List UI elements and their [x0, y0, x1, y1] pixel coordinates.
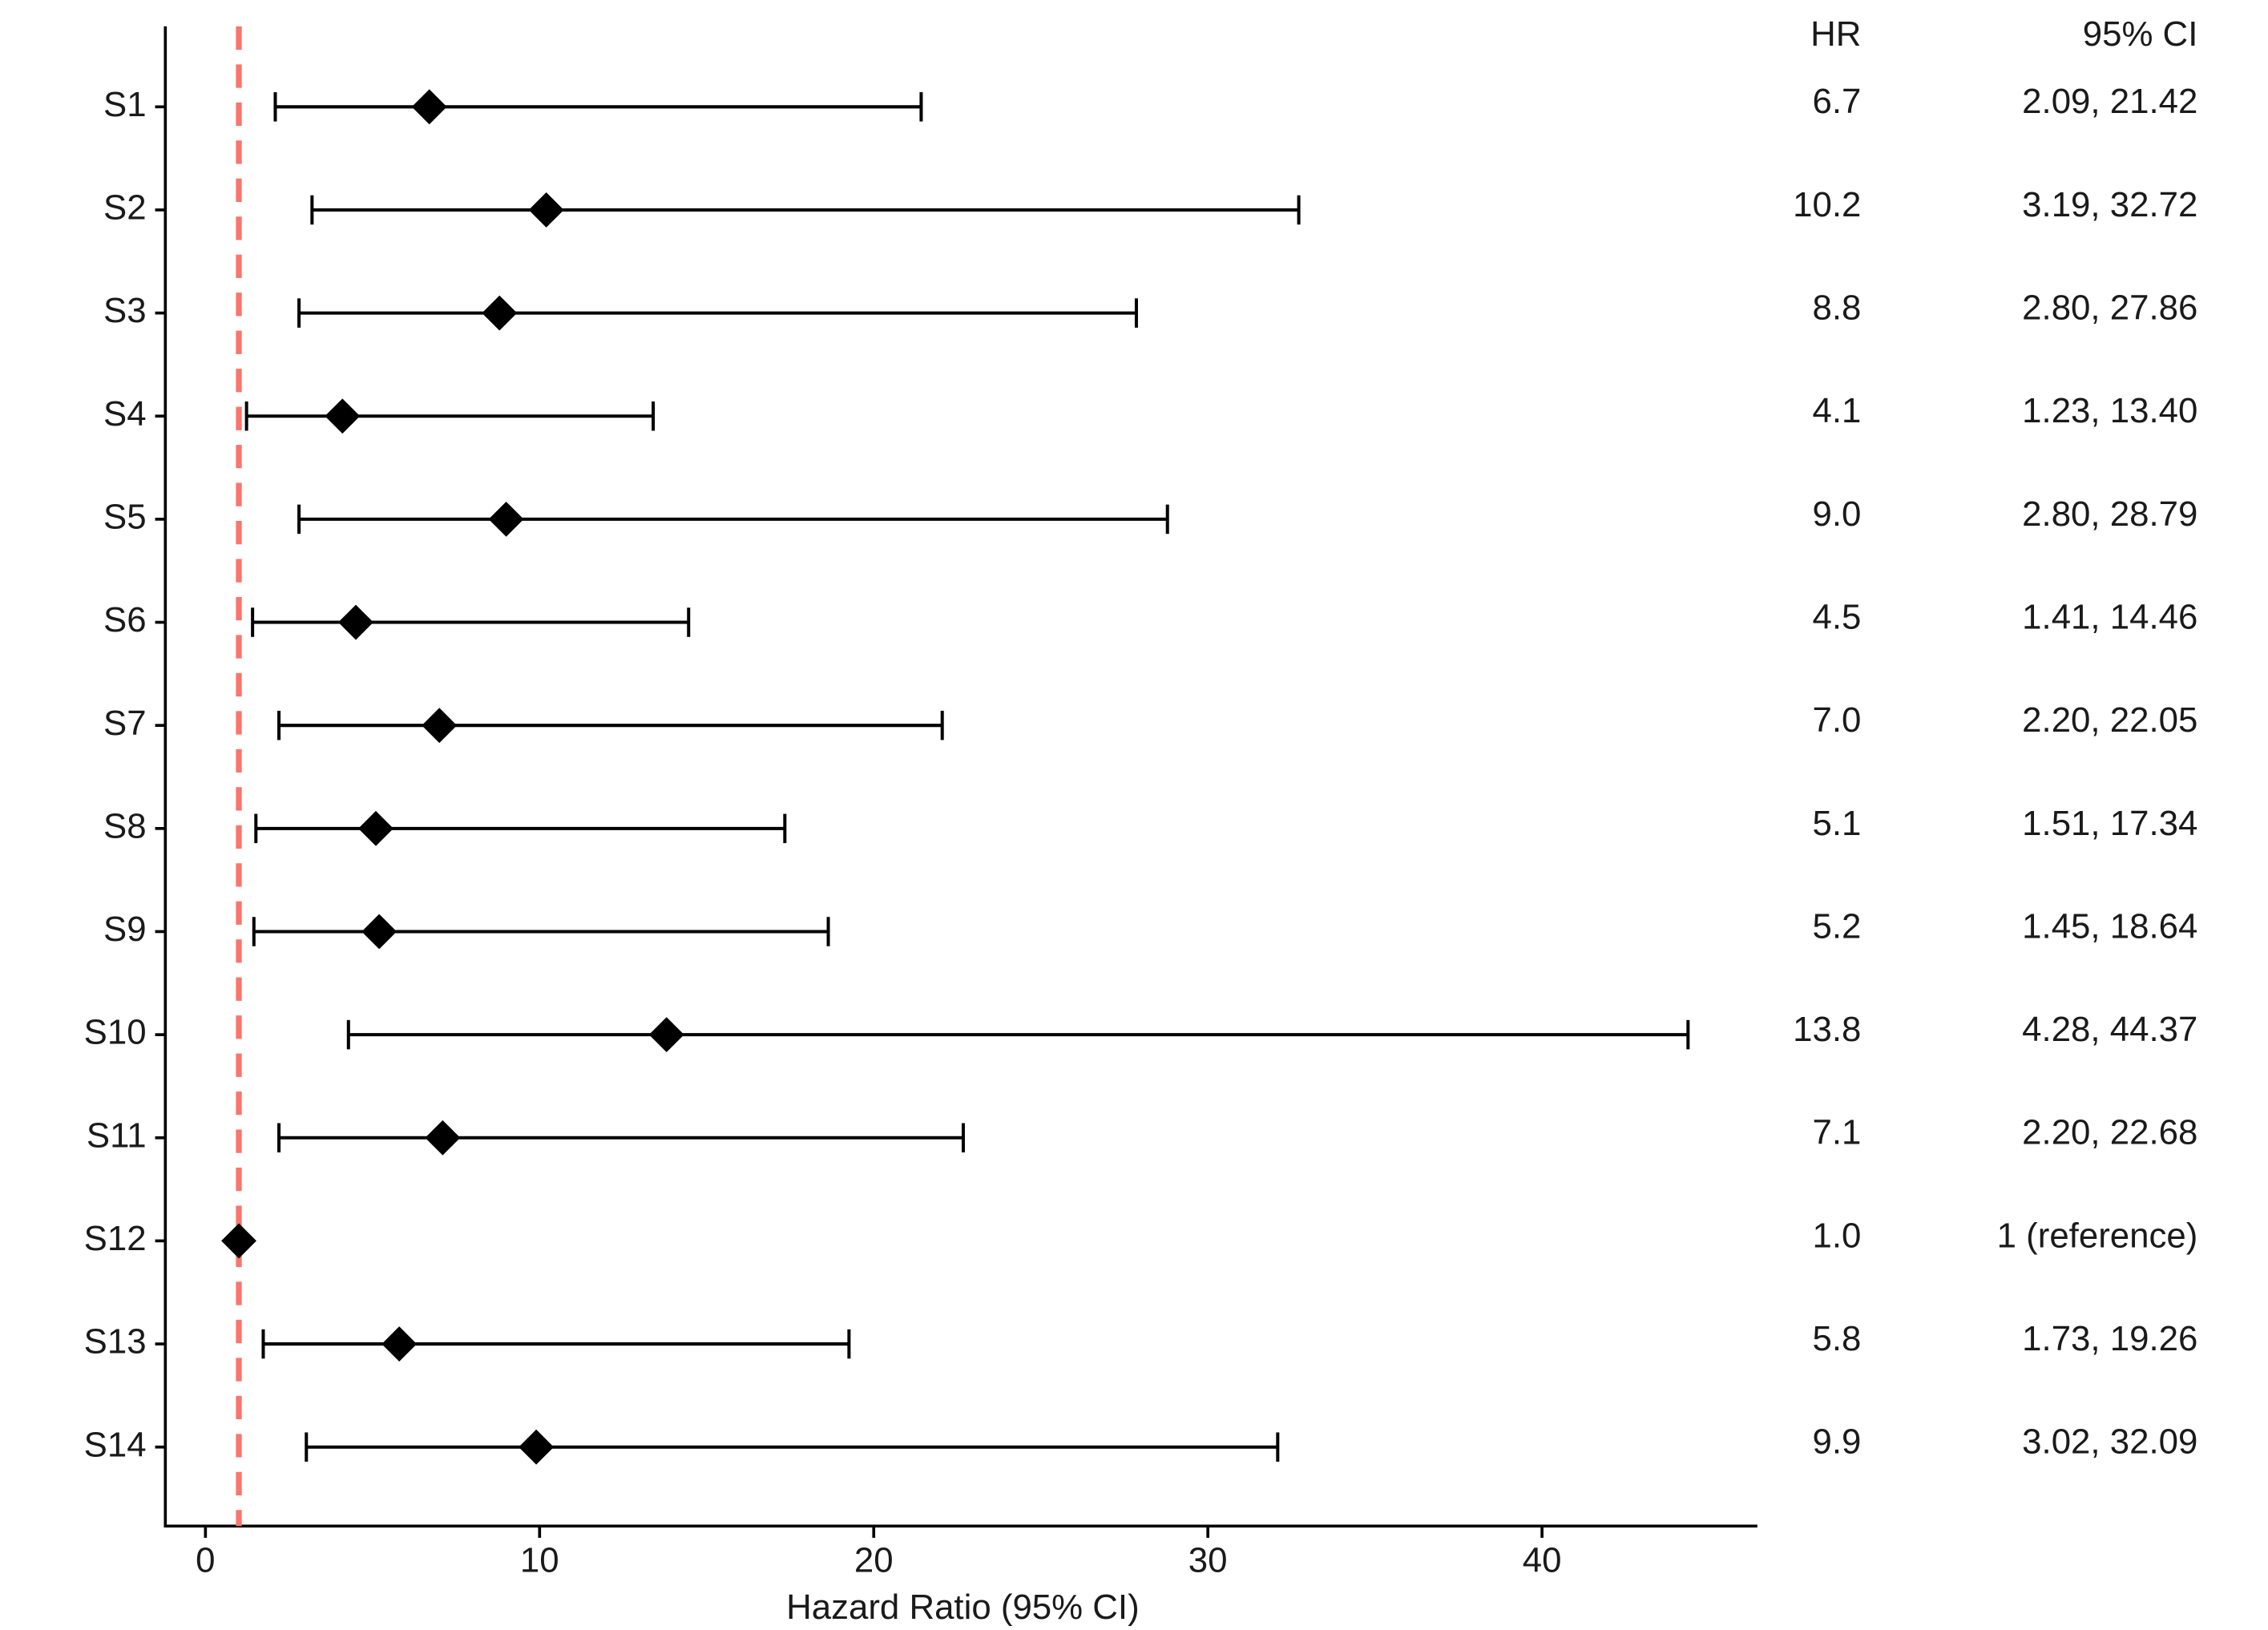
y-tick-label: S1: [103, 85, 147, 124]
ci-label: 3.02, 32.09: [2022, 1422, 2197, 1462]
y-tick-label: S9: [103, 910, 147, 949]
hr-point: [358, 810, 393, 846]
hr-label: 7.1: [1813, 1113, 1862, 1152]
hr-label: 9.0: [1813, 494, 1862, 534]
hr-point: [519, 1429, 555, 1465]
y-tick-label: S11: [87, 1116, 147, 1155]
hr-point: [381, 1326, 418, 1362]
hr-label: 10.2: [1793, 185, 1861, 224]
ci-label: 2.20, 22.05: [2022, 700, 2197, 740]
hr-point: [361, 914, 398, 950]
ci-label: 1.23, 13.40: [2022, 391, 2197, 430]
hr-label: 4.1: [1813, 391, 1862, 430]
hr-point: [422, 708, 458, 744]
y-tick-label: S3: [103, 291, 147, 330]
ci-label: 1 (reference): [1997, 1216, 2198, 1255]
x-tick-label: 20: [854, 1541, 894, 1580]
y-tick-label: S8: [103, 806, 147, 845]
x-tick-label: 30: [1188, 1541, 1228, 1580]
ci-label: 1.45, 18.64: [2022, 906, 2197, 946]
hr-label: 8.8: [1813, 288, 1862, 328]
ci-label: 1.73, 19.26: [2022, 1319, 2197, 1358]
y-tick-label: S7: [103, 704, 147, 743]
ci-label: 2.20, 22.68: [2022, 1113, 2197, 1152]
header-ci: 95% CI: [2083, 14, 2198, 54]
x-tick-label: 0: [196, 1541, 215, 1580]
ci-label: 2.80, 28.79: [2022, 494, 2197, 534]
hr-label: 5.1: [1813, 804, 1862, 843]
ci-label: 1.41, 14.46: [2022, 597, 2197, 636]
y-tick-label: S2: [103, 188, 147, 228]
hr-point: [338, 604, 373, 640]
ci-label: 2.80, 27.86: [2022, 288, 2197, 328]
y-tick-label: S12: [84, 1219, 147, 1258]
hr-point: [488, 501, 524, 537]
hr-point: [648, 1017, 684, 1053]
ci-label: 2.09, 21.42: [2022, 82, 2197, 121]
hr-point: [425, 1120, 461, 1156]
header-hr: HR: [1810, 14, 1861, 54]
hr-point: [411, 89, 447, 125]
hr-label: 13.8: [1793, 1010, 1861, 1049]
y-tick-label: S5: [103, 497, 147, 536]
x-tick-label: 10: [520, 1541, 559, 1580]
hr-point: [528, 192, 564, 228]
y-tick-label: S13: [84, 1322, 147, 1362]
x-tick-label: 40: [1523, 1541, 1562, 1580]
hr-label: 1.0: [1813, 1216, 1862, 1255]
y-tick-label: S6: [103, 600, 147, 639]
hr-label: 6.7: [1813, 82, 1862, 121]
hr-point: [482, 295, 518, 331]
x-axis-title: Hazard Ratio (95% CI): [786, 1588, 1140, 1627]
y-tick-label: S14: [84, 1425, 147, 1464]
hr-label: 9.9: [1813, 1422, 1862, 1462]
hr-label: 7.0: [1813, 700, 1862, 740]
ci-label: 3.19, 32.72: [2022, 185, 2197, 224]
hr-label: 5.2: [1813, 906, 1862, 946]
y-tick-label: S4: [103, 394, 147, 434]
hr-label: 5.8: [1813, 1319, 1862, 1358]
ci-label: 1.51, 17.34: [2022, 804, 2197, 843]
y-tick-label: S10: [84, 1013, 147, 1052]
hr-point: [221, 1223, 256, 1259]
hr-point: [325, 398, 361, 434]
hr-label: 4.5: [1813, 597, 1862, 636]
ci-label: 4.28, 44.37: [2022, 1010, 2197, 1049]
